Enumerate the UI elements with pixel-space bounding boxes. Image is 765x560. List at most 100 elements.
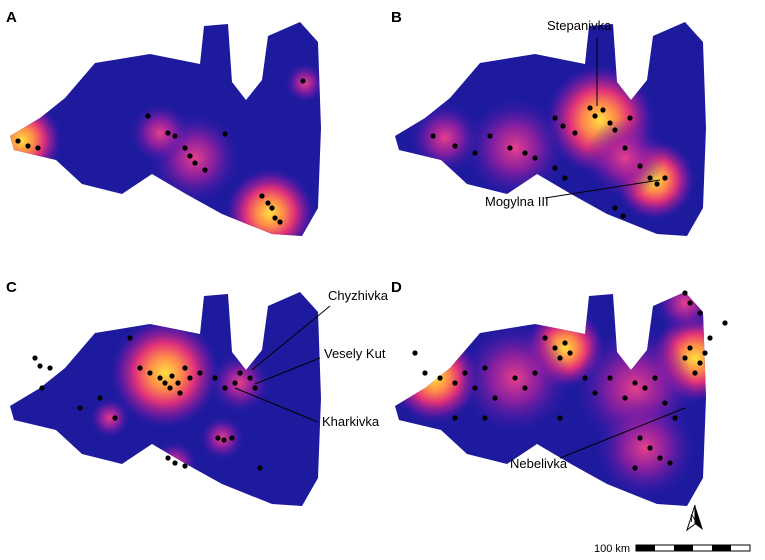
site-dot <box>452 143 458 149</box>
site-dot <box>662 400 668 406</box>
site-dot <box>507 145 513 151</box>
map-panel: A <box>6 9 321 236</box>
site-dot <box>430 133 436 139</box>
site-dot <box>462 370 468 376</box>
site-dot <box>182 145 188 151</box>
site-dot <box>487 133 493 139</box>
site-dot <box>702 350 708 356</box>
map-panel: C Chyzhivka Vesely Kut Kharkivka <box>6 279 389 506</box>
site-dot <box>612 205 618 211</box>
site-dot <box>637 435 643 441</box>
site-dot <box>587 105 593 111</box>
site-dot <box>592 390 598 396</box>
site-dot <box>632 465 638 471</box>
site-dot <box>560 123 566 129</box>
density-hotspot <box>595 398 695 498</box>
site-dot <box>25 143 31 149</box>
site-dot <box>35 145 41 151</box>
density-hotspot <box>90 398 130 438</box>
site-dot <box>472 150 478 156</box>
map-panel: B Stepanivka Mogylna III <box>391 9 706 236</box>
site-dot <box>687 345 693 351</box>
site-dot <box>39 385 45 391</box>
site-dot <box>567 350 573 356</box>
panel-label: B <box>391 9 402 26</box>
site-label: Stepanivka <box>547 18 612 33</box>
density-region <box>395 22 706 236</box>
site-dot <box>657 455 663 461</box>
density-hotspot <box>200 416 244 460</box>
site-dot <box>612 127 618 133</box>
site-label: Mogylna III <box>485 194 549 209</box>
leader-line <box>251 305 331 371</box>
site-dot <box>165 455 171 461</box>
site-dot <box>572 130 578 136</box>
site-dot <box>552 345 558 351</box>
site-dot <box>175 380 181 386</box>
site-dot <box>522 150 528 156</box>
site-dot <box>707 335 713 341</box>
site-dot <box>532 155 538 161</box>
site-dot <box>600 107 606 113</box>
site-dot <box>552 165 558 171</box>
site-dot <box>197 370 203 376</box>
site-dot <box>582 375 588 381</box>
site-dot <box>221 437 227 443</box>
site-dot <box>300 78 306 84</box>
density-hotspot <box>225 168 315 236</box>
site-dot <box>259 193 265 199</box>
site-dot <box>172 133 178 139</box>
site-label: Nebelivka <box>510 456 568 471</box>
north-arrow: N <box>686 504 703 532</box>
site-dot <box>269 205 275 211</box>
north-label: N <box>690 513 698 525</box>
site-dot <box>97 395 103 401</box>
site-dot <box>147 370 153 376</box>
density-hotspot <box>585 118 665 198</box>
site-dot <box>437 375 443 381</box>
panel-label: A <box>6 9 17 26</box>
site-dot <box>202 167 208 173</box>
site-dot <box>532 370 538 376</box>
site-dot <box>222 385 228 391</box>
site-label: Vesely Kut <box>324 346 386 361</box>
site-dot <box>654 181 660 187</box>
site-dot <box>47 365 53 371</box>
site-dot <box>15 138 21 144</box>
site-dot <box>642 385 648 391</box>
site-dot <box>542 335 548 341</box>
site-dot <box>452 380 458 386</box>
density-hotspot <box>655 292 706 333</box>
site-dot <box>627 115 633 121</box>
site-dot <box>172 460 178 466</box>
site-dot <box>127 335 133 341</box>
site-dot <box>697 310 703 316</box>
site-dot <box>562 175 568 181</box>
site-dot <box>472 385 478 391</box>
site-dot <box>632 380 638 386</box>
site-dot <box>607 120 613 126</box>
site-dot <box>177 390 183 396</box>
site-dot <box>697 360 703 366</box>
site-dot <box>257 465 263 471</box>
site-dot <box>552 115 558 121</box>
site-dot <box>145 113 151 119</box>
site-dot <box>167 385 173 391</box>
leader-line <box>544 179 661 199</box>
site-dot <box>212 375 218 381</box>
site-dot <box>557 355 563 361</box>
site-dot <box>620 213 626 219</box>
density-region <box>395 292 706 506</box>
site-dot <box>112 415 118 421</box>
site-dot <box>682 290 688 296</box>
site-dot <box>182 463 188 469</box>
site-dot <box>232 380 238 386</box>
leader-line <box>234 387 319 423</box>
site-dot <box>622 145 628 151</box>
site-dot <box>229 435 235 441</box>
density-hotspot <box>130 103 190 163</box>
map-panel: D Nebelivka <box>391 279 728 506</box>
site-dot <box>37 363 43 369</box>
site-dot <box>647 175 653 181</box>
